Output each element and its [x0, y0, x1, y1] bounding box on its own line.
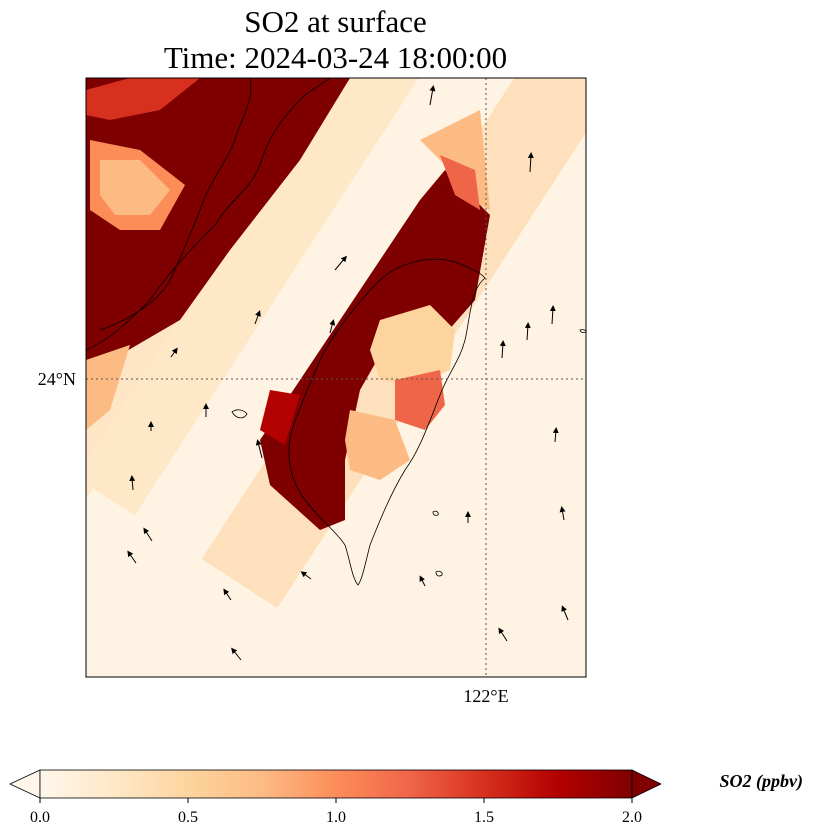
colorbar-gradient: [39, 769, 633, 799]
colorbar-tick-0: 0.0: [30, 809, 50, 826]
map-title: SO2 at surface: [244, 4, 427, 39]
so2-field: [86, 78, 586, 677]
colorbar-tick-1: 0.5: [178, 809, 198, 826]
plume-mainland: [86, 78, 350, 360]
map-frame: [85, 77, 587, 678]
colorbar-tick-2: 1.0: [326, 809, 346, 826]
gridlines: [86, 78, 586, 677]
lat-label: 24°N: [38, 369, 76, 389]
colorbar-tick-3: 1.5: [474, 809, 494, 826]
colorbar-label: SO2 (ppbv): [720, 771, 804, 792]
map-subtitle-time: Time: 2024-03-24 18:00:00: [163, 40, 508, 75]
wind-vectors: [127, 85, 569, 661]
colorbar-extend-min: [9, 769, 41, 799]
colorbar: 0.0 0.5 1.0 1.5 2.0 SO2 (ppbv): [9, 769, 804, 826]
colorbar-tick-4: 2.0: [622, 809, 642, 826]
lon-label: 122°E: [463, 686, 508, 706]
coastlines: [86, 78, 586, 586]
taiwan-coast: [288, 258, 486, 586]
colorbar-extend-max: [631, 769, 662, 799]
